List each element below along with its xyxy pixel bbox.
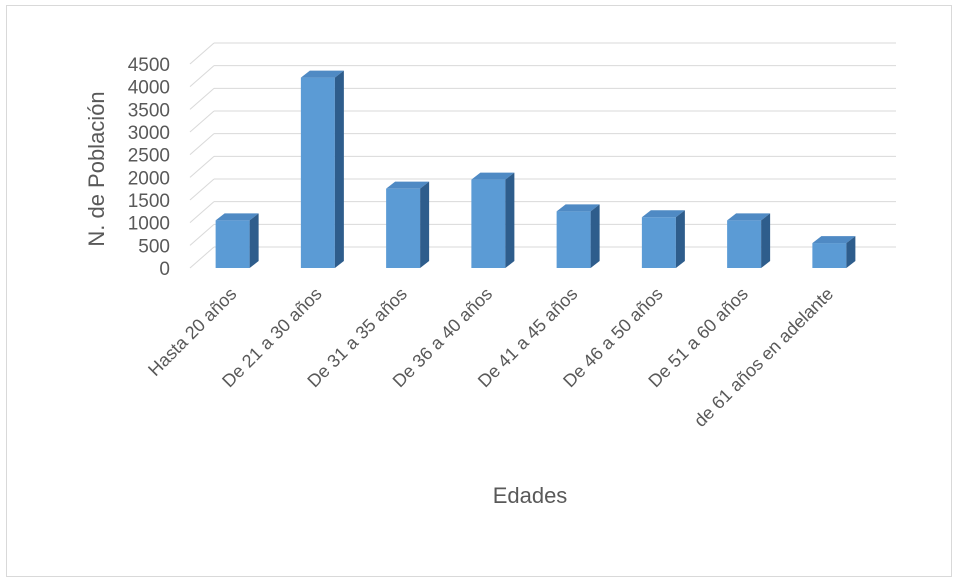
gridline-diagonal	[189, 110, 215, 133]
y-tick-label: 3000	[128, 123, 170, 144]
y-tick-label: 500	[138, 236, 170, 257]
x-tick-label: de 61 años en adelante	[690, 284, 837, 431]
bar-side	[590, 204, 600, 268]
bar	[727, 213, 771, 268]
bar	[812, 236, 856, 268]
bar-top	[471, 172, 515, 180]
gridline-diagonal	[189, 201, 215, 224]
y-tick-label: 0	[159, 259, 170, 280]
bar-side	[420, 181, 430, 268]
bar-front	[386, 188, 421, 268]
bar-side	[761, 213, 771, 268]
bar-front	[215, 220, 250, 268]
bar	[386, 181, 430, 268]
bar-front	[471, 179, 506, 268]
gridline-diagonal	[189, 65, 215, 88]
y-tick-label: 1500	[128, 191, 170, 212]
bar-front	[641, 217, 676, 268]
gridline-diagonal	[189, 178, 215, 201]
y-tick-label: 2500	[128, 146, 170, 167]
gridline-diagonal	[189, 246, 215, 269]
y-axis-title: N. de Población	[84, 91, 109, 246]
gridline-diagonal	[189, 133, 215, 156]
bar-top	[727, 213, 771, 221]
gridline-diagonal	[189, 42, 215, 65]
bar	[215, 213, 259, 268]
y-tick-label: 4500	[128, 55, 170, 76]
bar-front	[556, 211, 591, 268]
bar-front	[727, 220, 762, 268]
bar-side	[675, 210, 685, 268]
bar	[300, 70, 344, 268]
bar	[641, 210, 685, 268]
chart-frame	[6, 5, 952, 577]
bar-top	[386, 181, 430, 189]
bar-top	[300, 70, 344, 78]
bar	[471, 172, 515, 268]
gridline-diagonal	[189, 223, 215, 246]
bar-top	[556, 204, 600, 212]
x-tick-label: Hasta 20 años	[144, 284, 240, 380]
gridlines	[189, 42, 896, 269]
y-tick-label: 2000	[128, 168, 170, 189]
bar-side	[505, 172, 515, 268]
bar-side	[249, 213, 259, 268]
gridline-diagonal	[189, 155, 215, 178]
bar-side	[334, 70, 344, 268]
bars	[215, 70, 856, 268]
y-tick-label: 4000	[128, 78, 170, 99]
bar-side	[846, 236, 856, 268]
bar-front	[300, 77, 335, 268]
bar-top	[215, 213, 259, 221]
bar-front	[812, 243, 847, 268]
bar-top	[812, 236, 856, 244]
x-axis-title: Edades	[493, 483, 568, 508]
bar	[556, 204, 600, 268]
bar-top	[641, 210, 685, 218]
y-tick-label: 1000	[128, 214, 170, 235]
y-tick-label: 3500	[128, 100, 170, 121]
gridline-diagonal	[189, 87, 215, 110]
